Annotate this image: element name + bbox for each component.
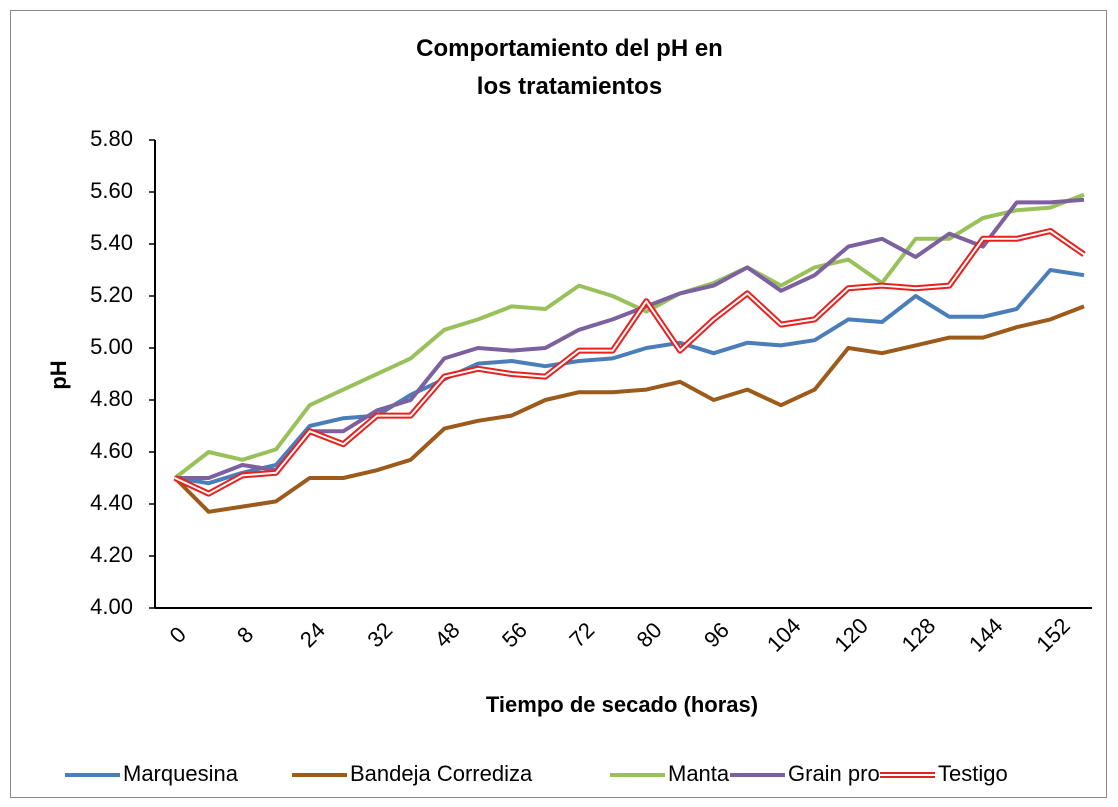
y-tick-label: 5.00	[90, 334, 133, 359]
chart-frame	[10, 10, 1107, 798]
y-tick-label: 4.80	[90, 386, 133, 411]
legend-label: Marquesina	[123, 761, 239, 786]
y-tick-label: 5.20	[90, 282, 133, 307]
y-tick-label: 5.80	[90, 126, 133, 151]
legend-label: Bandeja Corrediza	[350, 761, 533, 786]
series-line-inner	[174, 230, 1085, 495]
chart-title: Comportamiento del pH en los tratamiento…	[416, 35, 723, 100]
x-axis-title: Tiempo de secado (horas)	[486, 692, 758, 717]
legend-label: Grain pro	[788, 761, 880, 786]
y-tick-label: 4.60	[90, 438, 133, 463]
series-line	[173, 304, 1085, 514]
y-axis-title: pH	[46, 360, 71, 389]
legend-label: Testigo	[938, 761, 1008, 786]
y-tick-label: 4.00	[90, 594, 133, 619]
series-line	[175, 197, 1085, 480]
series-line	[173, 192, 1085, 480]
y-tick-label: 5.40	[90, 230, 133, 255]
series-line	[174, 268, 1085, 486]
y-tick-label: 4.40	[90, 490, 133, 515]
y-tick-label: 4.20	[90, 542, 133, 567]
y-tick-label: 5.60	[90, 178, 133, 203]
legend-label: Manta	[668, 761, 730, 786]
